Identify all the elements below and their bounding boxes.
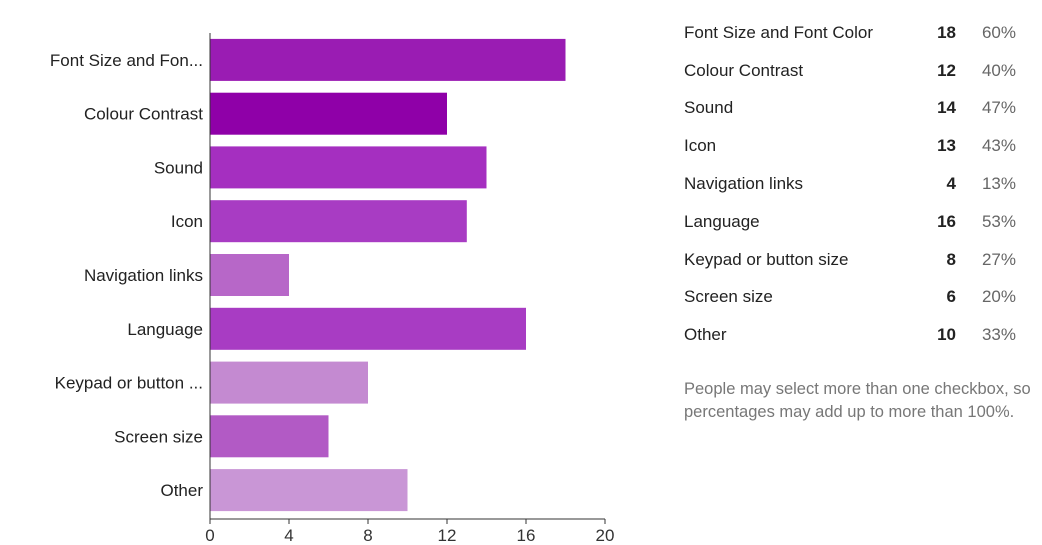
summary-percent: 27% [981,249,1016,269]
summary-count: 12 [937,60,956,80]
category-label: Other [160,481,203,500]
summary-count: 6 [946,287,956,307]
summary-percent: 47% [981,98,1016,118]
summary-count: 13 [937,136,956,156]
summary-percent: 60% [981,22,1016,42]
summary-row: Keypad or button size 8 27% [684,241,1016,279]
summary-count: 10 [937,325,956,345]
summary-count: 16 [937,211,956,231]
bar [210,415,329,458]
summary-label: Sound [684,98,734,118]
summary-row: Font Size and Font Color 18 60% [684,14,1016,52]
summary-percent: 33% [981,325,1016,345]
summary-count: 8 [946,249,956,269]
summary-label: Icon [684,136,717,156]
category-label: Language [127,320,203,339]
summary-row: Other 10 33% [684,316,1016,354]
bar [210,200,467,243]
summary-label: Colour Contrast [684,60,804,80]
category-label: Font Size and Fon... [50,51,203,70]
bar [210,254,289,296]
summary-row: Icon 13 43% [684,127,1016,165]
bar [210,307,526,350]
bar [210,38,566,81]
summary-label: Font Size and Font Color [684,22,873,42]
summary-percent: 53% [981,211,1016,231]
category-label: Sound [154,158,203,177]
summary-percent: 40% [981,60,1016,80]
summary-label: Screen size [684,287,773,307]
x-tick-label: 20 [596,526,615,545]
summary-percent: 43% [981,136,1016,156]
category-label: Screen size [114,427,203,446]
x-tick-label: 0 [205,526,214,545]
summary-row: Colour Contrast 12 40% [684,52,1016,90]
category-label: Keypad or button ... [55,374,203,393]
summary-label: Navigation links [684,174,804,194]
x-tick-label: 8 [363,526,372,545]
summary-row: Language 16 53% [684,203,1016,241]
summary-count: 4 [946,174,956,194]
bar [210,146,487,189]
category-label: Navigation links [84,266,203,285]
category-label: Icon [171,212,203,231]
bar-chart: Font Size and Fon... Colour Contrast Sound… [50,33,615,545]
summary-table: Font Size and Font Color 18 60% Colour Cont… [684,14,1034,354]
summary-row: Screen size 6 20% [684,279,1016,317]
summary-note: People may select more than one checkbox… [684,380,1031,421]
x-tick-label: 4 [284,526,293,545]
x-tick-label: 16 [517,526,536,545]
category-label: Colour Contrast [84,105,203,124]
summary-count: 18 [937,22,956,42]
bar [210,361,368,404]
summary-row: Sound 14 47% [684,90,1016,128]
bar [210,92,447,135]
summary-percent: 13% [981,174,1016,194]
summary-label: Language [684,211,760,231]
summary-row: Navigation links 4 13% [684,165,1016,203]
summary-label: Other [684,325,727,345]
bar [210,469,408,512]
x-tick-label: 12 [438,526,457,545]
summary-count: 14 [937,98,956,118]
summary-label: Keypad or button size [684,249,849,269]
summary-percent: 20% [981,287,1016,307]
